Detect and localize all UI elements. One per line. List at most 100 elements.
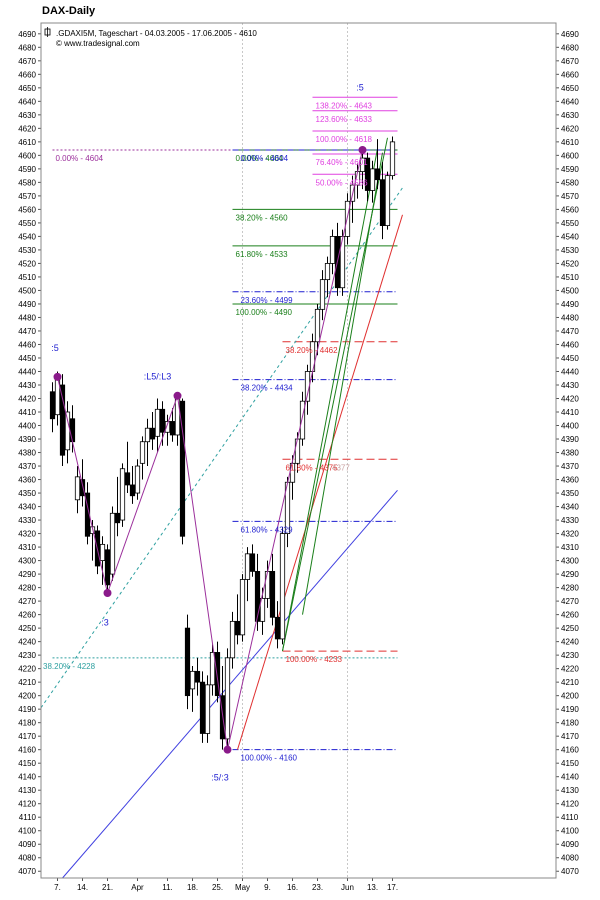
y-tick-label: 4550 (561, 219, 579, 228)
y-tick-label: 4140 (561, 773, 579, 782)
fib-level-label: 61.80% - 4329 (241, 525, 294, 534)
candle-body (189, 670, 196, 690)
candle-body (279, 533, 286, 640)
y-tick-label: 4230 (18, 651, 36, 660)
y-tick-label: 4450 (561, 354, 579, 363)
candle-body (384, 175, 391, 227)
y-tick-label: 4590 (18, 165, 36, 174)
y-tick-label: 4120 (561, 800, 579, 809)
y-tick-label: 4090 (561, 840, 579, 849)
fib-level-label: 4377 (332, 463, 350, 472)
candle-body (104, 549, 111, 586)
candle-body (204, 684, 211, 734)
x-tick-label: 25. (212, 883, 223, 892)
trend-line (302, 152, 383, 615)
y-tick-label: 4570 (18, 192, 36, 201)
candle-body (299, 400, 306, 440)
y-tick-label: 4320 (18, 530, 36, 539)
x-tick-label: 11. (162, 883, 173, 892)
wave-label: :5 (356, 83, 364, 93)
candle-body (59, 384, 66, 456)
y-tick-label: 4070 (561, 867, 579, 876)
x-tick-label: 16. (287, 883, 298, 892)
candle-body (79, 479, 86, 497)
y-tick-label: 4670 (18, 57, 36, 66)
candle-body (134, 465, 141, 494)
wave-pivot-dot (358, 145, 367, 154)
y-tick-label: 4210 (561, 678, 579, 687)
y-tick-label: 4520 (18, 259, 36, 268)
trend-line (237, 214, 403, 750)
wave-label: :3 (101, 617, 109, 627)
y-tick-label: 4490 (18, 300, 36, 309)
y-tick-label: 4660 (18, 70, 36, 79)
candle-body (374, 168, 381, 181)
wave-pivot-dot (53, 372, 62, 381)
chart-title: DAX-Daily (42, 5, 96, 17)
wave-label: :5 (51, 343, 59, 353)
x-tick-label: 17. (387, 883, 398, 892)
y-tick-label: 4240 (18, 638, 36, 647)
candle-body (169, 421, 176, 436)
y-tick-label: 4630 (18, 111, 36, 120)
y-tick-label: 4250 (18, 624, 36, 633)
y-tick-label: 4180 (561, 719, 579, 728)
y-tick-label: 4330 (561, 516, 579, 525)
fib-level-label: 38.20% - 4560 (236, 213, 289, 222)
y-tick-label: 4690 (18, 30, 36, 39)
y-tick-label: 4680 (18, 43, 36, 52)
fib-level-label: 76.40% - 4601 (316, 158, 369, 167)
candle-body (264, 570, 271, 599)
y-tick-label: 4560 (561, 205, 579, 214)
y-tick-label: 4550 (18, 219, 36, 228)
candle-body (224, 657, 231, 740)
y-tick-label: 4090 (18, 840, 36, 849)
y-tick-label: 4470 (18, 327, 36, 336)
y-tick-label: 4410 (18, 408, 36, 417)
fib-level-label: 0.00% - 4604 (56, 154, 104, 163)
chart-info-line: © www.tradesignal.com (56, 39, 140, 48)
x-tick-label: 9. (264, 883, 271, 892)
fib-level-label: 138.20% - 4643 (316, 101, 373, 110)
y-tick-label: 4440 (561, 367, 579, 376)
y-tick-label: 4600 (18, 151, 36, 160)
y-tick-label: 4390 (18, 435, 36, 444)
candle-body (49, 391, 56, 420)
elliott-wave-path (53, 145, 367, 754)
fibonacci-levels (52, 96, 398, 751)
y-tick-label: 4260 (18, 611, 36, 620)
y-tick-label: 4160 (561, 746, 579, 755)
candle-body (234, 620, 241, 636)
y-tick-label: 4170 (561, 732, 579, 741)
y-tick-label: 4650 (18, 84, 36, 93)
y-tick-label: 4420 (18, 394, 36, 403)
y-tick-label: 4490 (561, 300, 579, 309)
y-tick-label: 4520 (561, 259, 579, 268)
fib-level-label: 23.60% - 4499 (241, 296, 294, 305)
y-tick-label: 4500 (561, 286, 579, 295)
y-tick-label: 4330 (18, 516, 36, 525)
y-tick-label: 4380 (18, 449, 36, 458)
candle-body (319, 279, 326, 310)
y-tick-label: 4210 (18, 678, 36, 687)
y-tick-label: 4150 (561, 759, 579, 768)
y-tick-label: 4570 (561, 192, 579, 201)
fib-level-label: 123.60% - 4633 (316, 115, 373, 124)
y-tick-label: 4430 (561, 381, 579, 390)
y-tick-label: 4180 (18, 719, 36, 728)
y-tick-label: 4080 (18, 854, 36, 863)
candle-body (149, 427, 156, 440)
fib-level-label: 50.00% - 4586 (316, 178, 369, 187)
fib-level-label: 100.00% - 4160 (241, 754, 298, 763)
y-tick-label: 4190 (18, 705, 36, 714)
candle-body (179, 400, 186, 537)
fib-level-label: 38.20% - 4462 (286, 346, 339, 355)
wave-pivot-dot (173, 391, 182, 400)
y-tick-label: 4220 (18, 665, 36, 674)
y-tick-label: 4620 (18, 124, 36, 133)
wave-pivot-dot (223, 745, 232, 754)
y-tick-label: 4600 (561, 151, 579, 160)
y-tick-label: 4360 (561, 476, 579, 485)
wave-label: :5/:3 (211, 773, 229, 783)
